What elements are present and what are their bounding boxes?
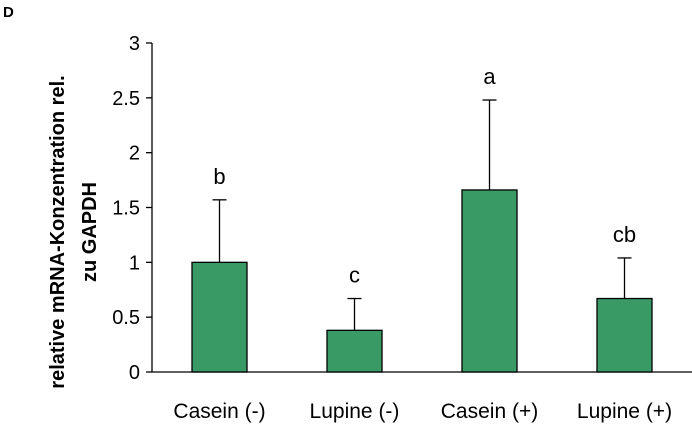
bars: b c a cb <box>191 64 653 373</box>
bar <box>461 189 518 373</box>
bar <box>596 297 653 373</box>
x-tick-label: Casein (+) <box>441 400 538 423</box>
y-tick-label: 0 <box>129 362 140 384</box>
axes: 0 0.5 1 1.5 2 2.5 3 Casein (-) Lupine (-) Casein … <box>112 33 692 423</box>
y-tick-label: 0.5 <box>112 307 140 329</box>
x-tick-label: Lupine (-) <box>310 400 400 423</box>
y-axis-label-line-2: zu GAPDH <box>79 182 101 282</box>
x-tick-label: Lupine (+) <box>577 400 672 423</box>
y-tick-label: 1 <box>129 252 140 274</box>
y-tick-label: 3 <box>129 33 140 55</box>
panel-label: D <box>3 4 14 21</box>
significance-label: a <box>483 64 496 89</box>
y-tick-label: 2 <box>129 143 140 165</box>
significance-label: b <box>213 164 225 189</box>
bar <box>191 261 248 373</box>
significance-label: c <box>349 263 360 288</box>
y-axis-label-line-1: relative mRNA-Konzentration rel. <box>47 75 69 388</box>
x-tick-label: Casein (-) <box>173 400 265 423</box>
y-tick-label: 2.5 <box>112 88 140 110</box>
y-axis-label: relative mRNA-Konzentration rel. zu GAPD… <box>47 75 101 388</box>
significance-label: cb <box>613 222 636 247</box>
bar <box>326 329 383 373</box>
y-tick-label: 1.5 <box>112 198 140 220</box>
